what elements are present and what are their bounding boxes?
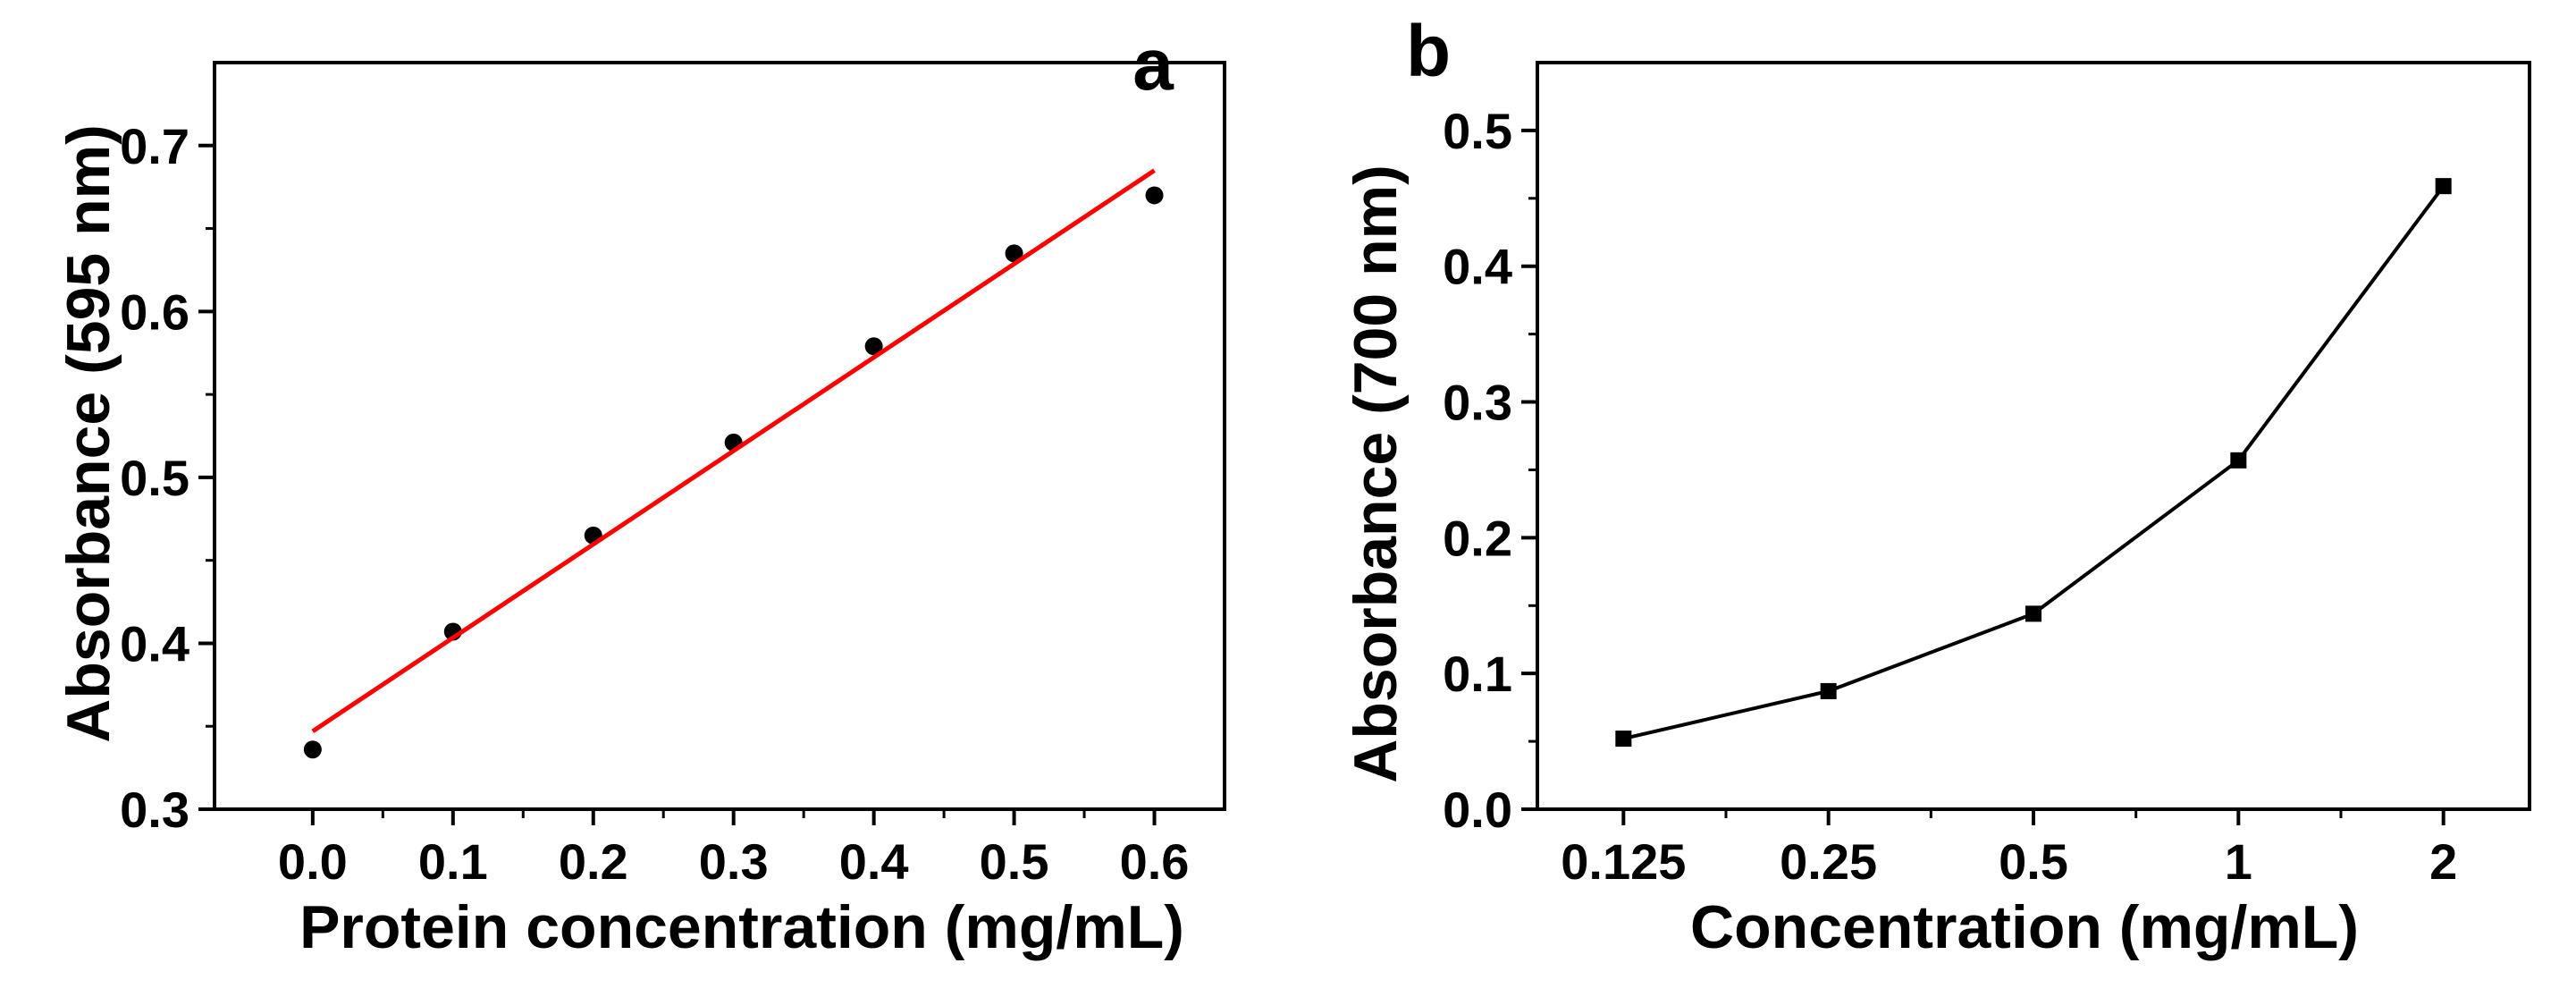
panel-b-x-tick-label: 1 bbox=[2225, 833, 2252, 890]
panel-b-data-point bbox=[2230, 452, 2247, 469]
panel-b-x-tick-label: 0.25 bbox=[1780, 833, 1877, 890]
panel-a-data-point bbox=[303, 740, 322, 759]
panel-a-frame bbox=[213, 61, 1226, 811]
panel-a-x-tick-label: 0.0 bbox=[278, 833, 348, 890]
panel-b-y-tick-label: 0.0 bbox=[1443, 782, 1512, 838]
panel-b-data-point bbox=[2025, 605, 2041, 622]
panel-a-y-axis-title: Absorbance (595 nm) bbox=[55, 124, 122, 743]
panel-b-x-tick-label: 2 bbox=[2429, 833, 2457, 890]
panel-a-y-tick-label: 0.6 bbox=[120, 283, 189, 340]
panel-a-x-tick-label: 0.1 bbox=[418, 833, 488, 890]
panel-a-y-tick-label: 0.4 bbox=[120, 615, 189, 672]
panel-a-y-tick-label: 0.3 bbox=[120, 782, 189, 838]
panel-a-y-tick-label: 0.7 bbox=[120, 118, 189, 174]
panel-b-y-tick-label: 0.5 bbox=[1443, 103, 1512, 159]
panel-b-frame bbox=[1536, 61, 2531, 811]
panel-b-y-tick-label: 0.1 bbox=[1443, 646, 1512, 702]
panel-b-y-axis-title: Absorbance (700 nm) bbox=[1342, 165, 1410, 783]
panel-b-label: b bbox=[1406, 11, 1451, 92]
panel-a-fit-line bbox=[311, 168, 1156, 733]
panel-a-x-axis-title: Protein concentration (mg/mL) bbox=[299, 893, 1184, 961]
panel-b-data-point bbox=[1615, 731, 1632, 748]
panel-b: b 0.125 0.25 0.5 1 2 0.0 0.1 0.2 0.3 0.4 0.5 Conce… bbox=[1342, 11, 2531, 961]
panel-b-plot-area: 0.125 0.25 0.5 1 2 0.0 0.1 0.2 0.3 0.4 0.5 bbox=[1443, 61, 2531, 890]
panel-b-y-tick-label: 0.3 bbox=[1443, 375, 1512, 431]
panel-a-plot-area: 0.0 0.1 0.2 0.3 0.4 0.5 0.6 0.3 0.4 0.5 0.6 0.7 bbox=[120, 61, 1226, 890]
panel-a-y-tick-label: 0.5 bbox=[120, 450, 189, 506]
panel-b-data-point bbox=[2435, 178, 2452, 195]
panel-b-y-tick-label: 0.4 bbox=[1443, 239, 1512, 295]
panel-b-x-tick-label: 0.125 bbox=[1561, 833, 1686, 890]
panel-b-x-axis-title: Concentration (mg/mL) bbox=[1690, 893, 2359, 961]
panel-a-x-tick-label: 0.2 bbox=[559, 833, 628, 890]
panel-a-data-point bbox=[1145, 186, 1164, 205]
panel-a: a 0.0 0.1 0.2 0.3 0.4 0.5 0.6 0.3 0.4 0.5 0.6 0.7 P… bbox=[55, 24, 1226, 961]
panel-b-x-tick-label: 0.5 bbox=[1999, 833, 2068, 890]
panel-a-data-point bbox=[864, 337, 883, 356]
panel-a-x-tick-label: 0.4 bbox=[839, 833, 909, 890]
panel-a-x-tick-label: 0.6 bbox=[1120, 833, 1190, 890]
panel-b-series-line bbox=[1622, 184, 2446, 741]
panel-a-x-tick-label: 0.3 bbox=[699, 833, 769, 890]
panel-b-y-tick-label: 0.2 bbox=[1443, 510, 1512, 566]
panel-a-data-point bbox=[1005, 244, 1023, 263]
panel-b-data-point bbox=[1820, 682, 1837, 699]
panel-a-x-tick-label: 0.5 bbox=[980, 833, 1049, 890]
panel-a-label: a bbox=[1132, 24, 1174, 106]
